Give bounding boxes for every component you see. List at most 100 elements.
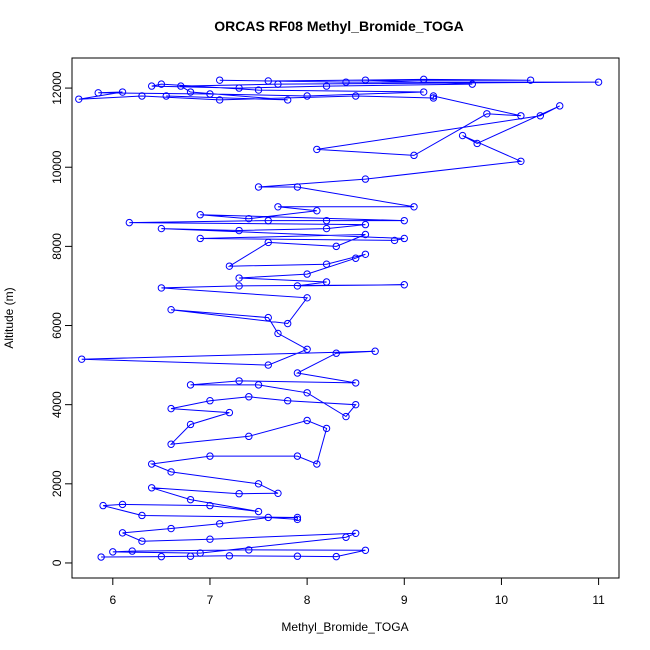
data-point <box>303 416 311 425</box>
data-point <box>118 500 127 509</box>
data-point <box>352 379 360 387</box>
data-point <box>322 424 331 433</box>
data-point <box>264 238 272 247</box>
data-point <box>517 157 525 165</box>
data-point <box>245 432 253 441</box>
data-point <box>303 294 311 302</box>
data-point <box>322 224 331 233</box>
y-tick-label: 4000 <box>50 391 64 418</box>
data-point <box>517 112 525 120</box>
data-point <box>167 404 175 413</box>
x-tick-label: 10 <box>495 593 509 607</box>
data-point <box>186 381 195 389</box>
data-point <box>322 260 331 268</box>
data-point <box>293 515 302 524</box>
data-point <box>206 452 214 460</box>
data-point <box>215 96 224 104</box>
data-point <box>157 284 166 292</box>
data-point <box>254 381 263 389</box>
data-point <box>167 440 175 448</box>
data-point <box>293 282 302 290</box>
data-point <box>125 218 134 227</box>
data-point <box>556 102 564 110</box>
data-point <box>157 80 166 88</box>
data-point <box>78 355 86 363</box>
data-point <box>400 281 408 289</box>
data-point <box>196 211 204 219</box>
data-point <box>196 549 204 557</box>
data-point <box>138 511 146 520</box>
data-point <box>186 552 195 560</box>
chart-title: ORCAS RF08 Methyl_Bromide_TOGA <box>214 18 463 34</box>
data-point <box>215 76 224 84</box>
data-point <box>293 183 302 191</box>
data-point <box>264 513 272 522</box>
data-point <box>371 347 379 355</box>
data-point <box>361 250 370 258</box>
data-point <box>293 513 302 522</box>
x-tick-label: 7 <box>207 593 214 607</box>
data-point <box>75 95 83 103</box>
data-point <box>225 262 234 270</box>
data-point <box>186 420 195 429</box>
data-point <box>109 548 117 556</box>
data-point <box>97 553 105 561</box>
data-point <box>162 92 170 100</box>
data-point <box>254 86 263 94</box>
data-point <box>352 92 360 100</box>
data-point <box>352 529 360 537</box>
data-point <box>196 234 204 243</box>
data-point <box>458 131 467 140</box>
y-tick-label: 10000 <box>50 150 64 184</box>
data-point <box>167 524 175 533</box>
data-point <box>235 282 243 290</box>
data-point <box>254 480 263 488</box>
data-point <box>283 397 292 405</box>
data-point <box>361 220 370 229</box>
data-point <box>157 552 166 561</box>
data-point <box>322 82 331 90</box>
data-point <box>293 452 302 460</box>
data-point <box>274 80 282 88</box>
data-point <box>245 393 253 401</box>
data-point <box>235 490 243 498</box>
data-point <box>400 234 408 243</box>
data-point <box>536 112 545 120</box>
data-point <box>254 183 263 191</box>
data-point <box>147 484 156 492</box>
data-point <box>303 92 311 100</box>
data-point <box>332 552 340 561</box>
x-tick-label: 11 <box>592 593 605 607</box>
data-point <box>361 175 370 183</box>
data-point <box>138 92 146 100</box>
data-point <box>473 139 481 148</box>
data-point <box>361 230 370 239</box>
data-point <box>206 397 214 405</box>
y-tick-label: 6000 <box>50 312 64 339</box>
data-point <box>293 552 302 560</box>
data-point <box>313 460 321 468</box>
data-point <box>526 76 535 84</box>
data-point <box>429 94 438 102</box>
data-point <box>410 203 418 211</box>
data-point <box>342 533 350 541</box>
data-point <box>429 92 438 100</box>
data-point <box>186 495 195 504</box>
data-point <box>410 151 418 160</box>
data-point <box>420 75 428 84</box>
data-point <box>274 489 282 498</box>
x-tick-label: 9 <box>401 593 408 607</box>
data-point <box>361 546 370 554</box>
data-point <box>235 274 243 282</box>
data-point <box>157 224 166 233</box>
data-point <box>332 349 340 357</box>
data-point <box>225 408 234 417</box>
plot-frame <box>71 57 620 579</box>
data-point <box>390 236 399 245</box>
data-point <box>147 460 156 468</box>
data-point <box>206 535 214 543</box>
data-point <box>594 78 603 86</box>
data-point <box>264 77 272 85</box>
data-point <box>352 254 360 262</box>
